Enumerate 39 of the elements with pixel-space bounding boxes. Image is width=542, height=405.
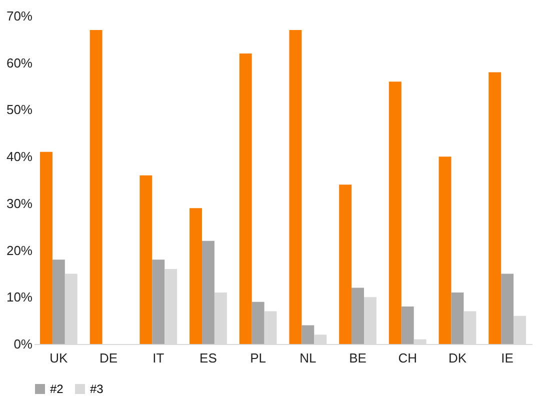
legend-label: #3 (90, 382, 104, 396)
bar (488, 72, 502, 344)
bar (339, 184, 352, 344)
bar (90, 30, 102, 344)
bar (438, 156, 452, 344)
y-tick-label: 70% (6, 8, 33, 24)
bar (401, 306, 414, 344)
y-tick-label: 0% (14, 336, 33, 352)
bar (239, 53, 252, 344)
y-tick-label: 20% (6, 242, 33, 258)
x-tick-label: DK (448, 350, 467, 366)
x-tick-label: CH (398, 350, 418, 366)
bar (501, 274, 514, 344)
bar (302, 325, 314, 344)
y-tick-label: 30% (6, 196, 33, 211)
bar (40, 152, 52, 344)
x-tick-label: PL (250, 350, 266, 366)
y-tick-label: 40% (6, 149, 33, 164)
y-tick-label: 60% (6, 55, 33, 70)
x-tick-label: DE (99, 350, 118, 366)
y-tick-label: 50% (6, 102, 33, 118)
x-tick-label: IT (152, 350, 164, 366)
y-tick-label: 10% (6, 290, 33, 305)
x-tick-label: BE (349, 350, 367, 366)
bar (252, 302, 264, 344)
bar (52, 260, 65, 344)
x-tick-label: NL (300, 350, 316, 366)
bar (140, 175, 152, 344)
bar (289, 30, 302, 344)
bar (190, 208, 202, 344)
bar (388, 82, 402, 344)
legend-label: #2 (50, 382, 64, 396)
x-tick-label: UK (50, 350, 68, 366)
bar (451, 292, 464, 344)
bar (152, 260, 165, 344)
bar (202, 240, 214, 344)
x-tick-label: IE (501, 350, 514, 366)
bar (352, 288, 364, 344)
x-tick-label: ES (200, 350, 218, 366)
